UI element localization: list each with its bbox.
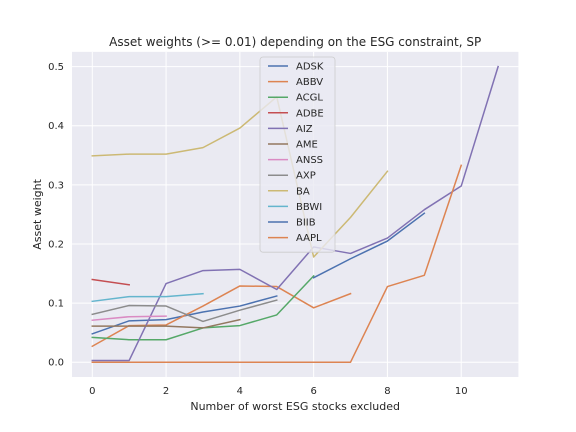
legend-label: BIIB (296, 218, 316, 229)
chart-title: Asset weights (>= 0.01) depending on the… (109, 35, 481, 49)
x-tick-label: 10 (455, 386, 468, 397)
x-tick-label: 2 (163, 386, 169, 397)
x-tick-label: 8 (384, 386, 390, 397)
series-line-bbwi (91, 292, 204, 303)
legend-box (259, 56, 336, 253)
legend: ADSK ABBV ACGL ADBE AIZ AME ANSS AXP BA BBWI BIIB A… (259, 56, 336, 253)
x-axis-label: Number of worst ESG stocks excluded (190, 400, 400, 413)
legend-label: ADBE (296, 108, 324, 119)
series-line-axp (91, 299, 278, 323)
y-tick-label: 0.5 (48, 62, 64, 73)
y-tick-label: 0.0 (48, 358, 64, 369)
series-line-biib (312, 212, 426, 279)
legend-label: AAPL (296, 233, 322, 244)
x-tick-label: 4 (237, 386, 243, 397)
legend-label: ANSS (296, 155, 323, 166)
legend-label: BA (296, 186, 310, 197)
legend-label: ADSK (296, 62, 324, 73)
legend-label: AME (296, 140, 318, 151)
y-tick-label: 0.2 (48, 239, 64, 250)
series-line-anss (91, 315, 167, 322)
series-line-ame (91, 318, 241, 329)
series-lines (91, 65, 500, 363)
series-line-ba (91, 96, 389, 258)
y-axis-ticks: 0.0 0.1 0.2 0.3 0.4 0.5 (48, 62, 64, 369)
y-tick-label: 0.1 (48, 299, 64, 310)
y-tick-label: 0.4 (48, 121, 64, 132)
legend-label: AXP (296, 171, 316, 182)
y-tick-label: 0.3 (48, 180, 64, 191)
y-axis-label: Asset weight (31, 178, 44, 249)
series-line-aapl (91, 164, 463, 363)
legend-label: ABBV (296, 77, 323, 88)
x-axis-ticks: 0 2 4 6 8 10 (89, 386, 467, 397)
legend-label: BBWI (296, 202, 322, 213)
legend-label: AIZ (296, 124, 313, 135)
x-tick-label: 6 (310, 386, 316, 397)
series-line-adbe (91, 278, 131, 286)
x-tick-label: 0 (89, 386, 95, 397)
legend-label: ACGL (296, 93, 323, 104)
